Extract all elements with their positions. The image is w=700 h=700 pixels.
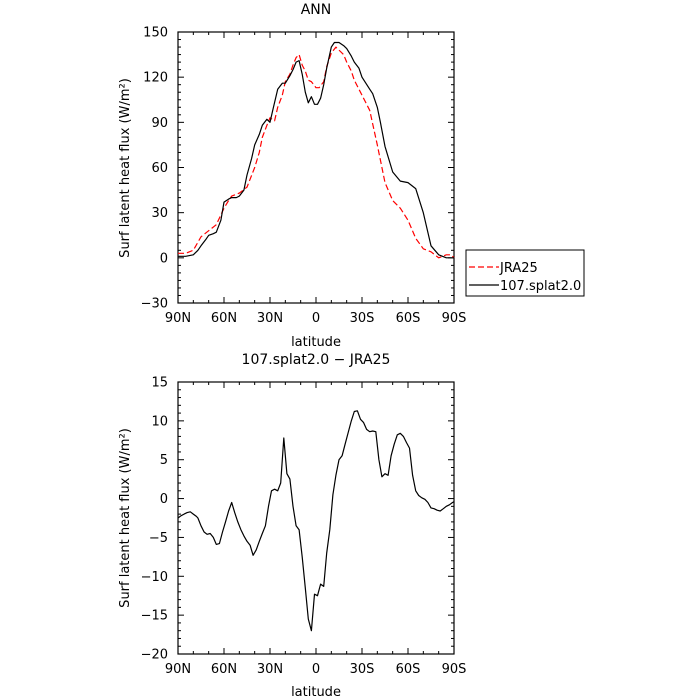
series-line-107-splat2-0 [178, 41, 454, 259]
plot-frame [177, 381, 455, 655]
plot-frame [177, 31, 455, 304]
tick-marks [177, 381, 455, 655]
x-axis-label: latitude [291, 335, 341, 350]
panel-annual-latent-heat-flux: ANN 90N 60N 30N 0 30S 60S 90S −30 0 30 60 90 120 150… [118, 2, 585, 350]
legend-label-jra25: JRA25 [499, 261, 538, 276]
chart-title: ANN [301, 2, 332, 18]
x-tick-label: 30N [257, 311, 283, 326]
y-tick-label: 60 [151, 161, 168, 176]
x-tick-label: 30N [257, 662, 283, 677]
y-tick-labels: −20 −15 −10 −5 0 5 10 15 [141, 376, 168, 663]
x-tick-label: 60S [396, 662, 421, 677]
legend: JRA25 107.splat2.0 [465, 249, 585, 297]
y-tick-label: 0 [160, 492, 168, 507]
x-tick-label: 90N [165, 311, 191, 326]
x-tick-label: 60N [211, 311, 237, 326]
y-tick-label: −15 [141, 609, 168, 624]
x-axis-label: latitude [291, 685, 341, 700]
y-tick-label: −5 [149, 531, 168, 546]
y-tick-label: 150 [143, 26, 168, 41]
y-tick-label: 15 [151, 376, 168, 391]
panel-difference: 107.splat2.0 − JRA25 90N 60N 30N 0 30S 60S 90S… [118, 352, 466, 700]
series-line-difference [177, 410, 455, 632]
x-tick-label: 0 [312, 662, 320, 677]
x-tick-label: 90N [165, 662, 191, 677]
series-layer [178, 41, 455, 259]
x-tick-labels: 90N 60N 30N 0 30S 60S 90S [165, 662, 467, 677]
y-tick-label: 0 [160, 251, 168, 266]
y-tick-label: 120 [143, 71, 168, 86]
x-tick-label: 90S [442, 311, 467, 326]
y-tick-label: −30 [141, 297, 168, 312]
y-tick-label: −10 [141, 570, 168, 585]
chart-title: 107.splat2.0 − JRA25 [242, 352, 391, 368]
series-layer [177, 410, 455, 632]
x-tick-label: 0 [312, 311, 320, 326]
x-tick-labels: 90N 60N 30N 0 30S 60S 90S [165, 311, 467, 326]
x-tick-label: 30S [350, 311, 375, 326]
y-tick-label: −20 [141, 648, 168, 663]
x-tick-label: 90S [442, 662, 467, 677]
legend-box [465, 249, 585, 297]
y-tick-label: 10 [151, 414, 168, 429]
x-tick-label: 60N [211, 662, 237, 677]
x-tick-label: 60S [396, 311, 421, 326]
y-axis-label: Surf latent heat flux (W/m²) [118, 428, 133, 608]
y-tick-labels: −30 0 30 60 90 120 150 [141, 26, 168, 312]
tick-marks [177, 31, 455, 304]
series-line-jra25 [178, 46, 455, 259]
legend-label-splat: 107.splat2.0 [500, 279, 581, 294]
y-tick-label: 30 [151, 206, 168, 221]
x-tick-label: 30S [350, 662, 375, 677]
y-axis-label: Surf latent heat flux (W/m²) [118, 78, 133, 258]
y-tick-label: 90 [151, 116, 168, 131]
y-tick-label: 5 [160, 453, 168, 468]
